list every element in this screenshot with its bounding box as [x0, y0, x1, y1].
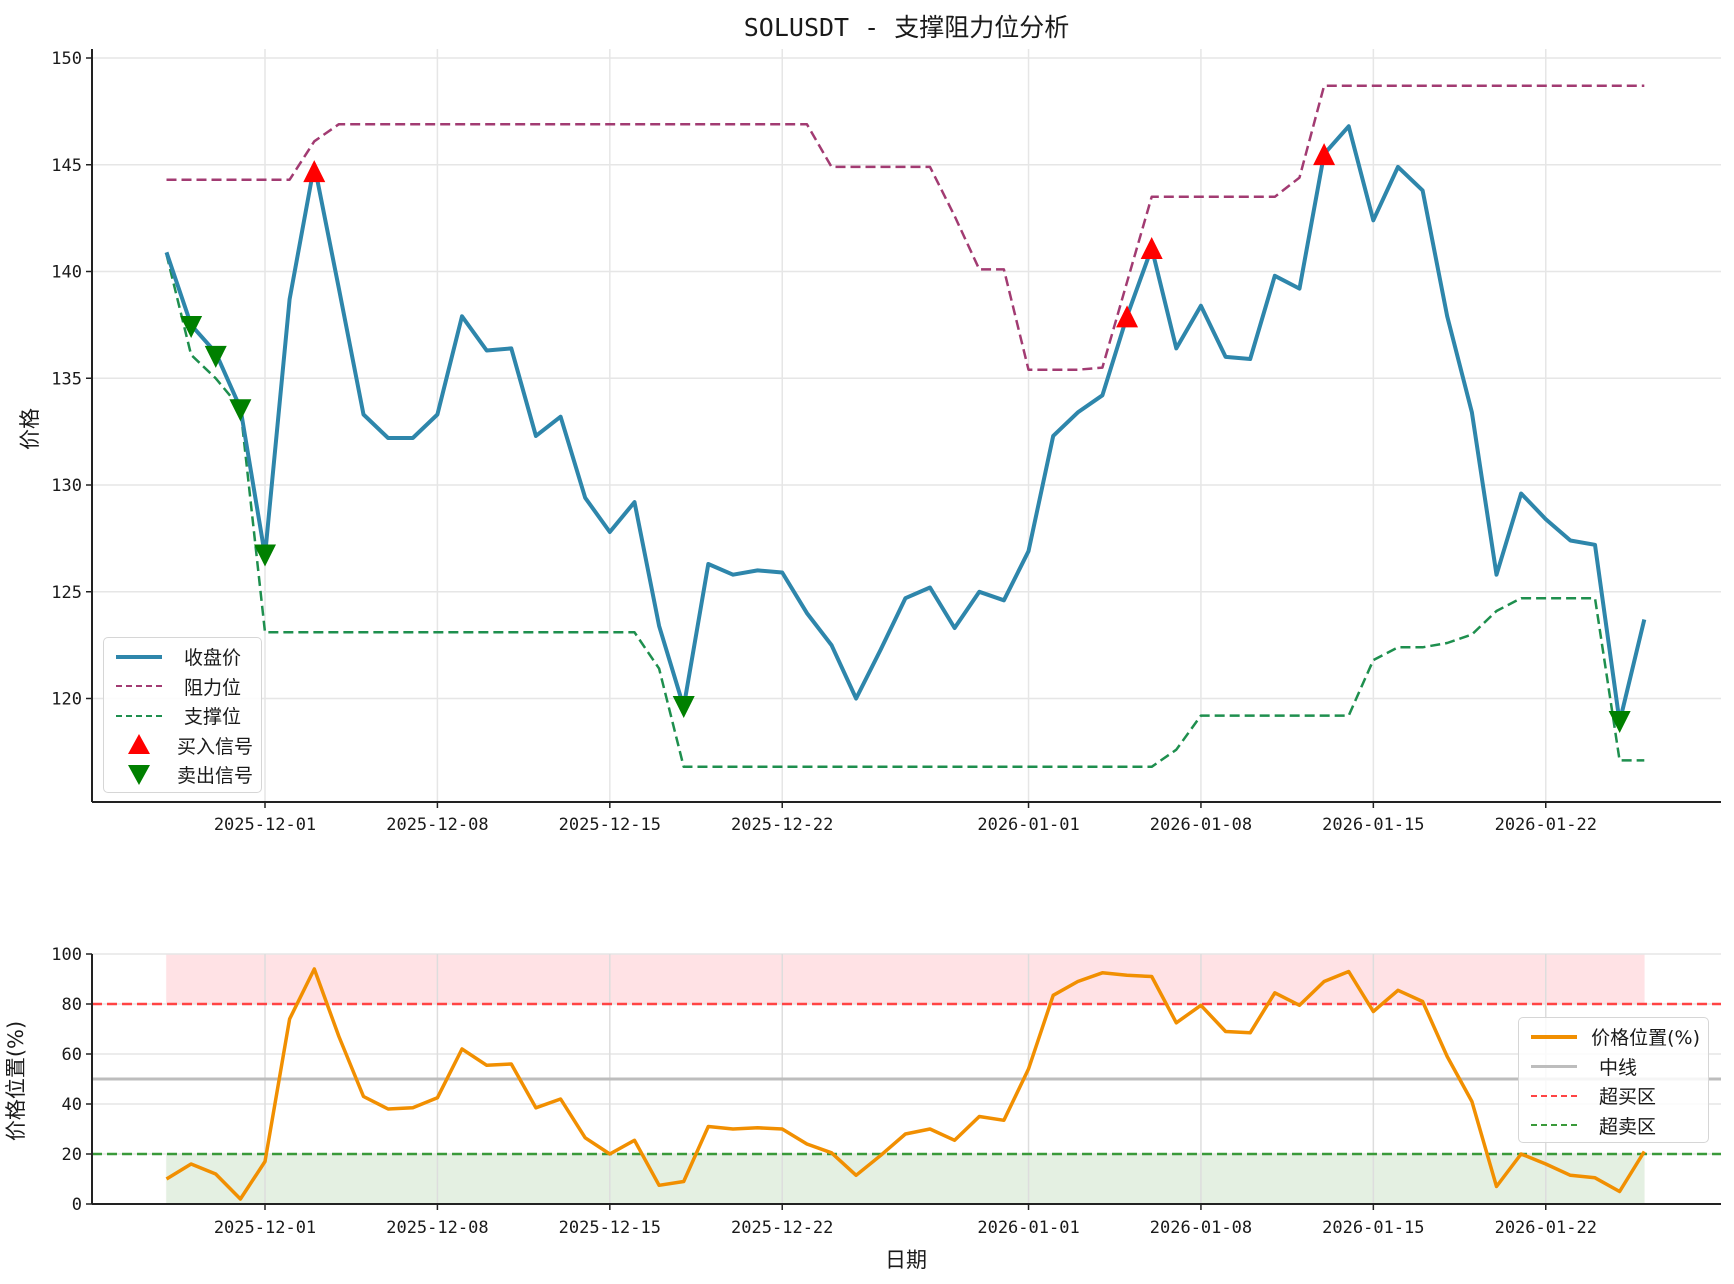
price-y-axis-label: 价格 [18, 408, 42, 450]
x-tick-label: 2026-01-22 [1495, 1218, 1597, 1238]
y-tick-label: 40 [62, 1095, 82, 1115]
x-tick-label: 2026-01-15 [1322, 1218, 1424, 1238]
legend-label: 阻力位 [184, 676, 242, 699]
legend-item-overbought: 超买区 [1527, 1081, 1700, 1111]
support-line [165, 254, 1645, 769]
x-tick-label: 2026-01-01 [977, 815, 1079, 835]
legend-label: 收盘价 [184, 647, 242, 670]
chart-title: SOLUSDT - 支撑阻力位分析 [743, 13, 1070, 42]
buy-signal-marker [1140, 237, 1163, 260]
y-tick-label: 80 [62, 995, 82, 1015]
x-tick-label: 2025-12-01 [214, 815, 316, 835]
sell-signal-marker [254, 544, 276, 567]
sell-signal-marker [1608, 710, 1631, 733]
triangle-down-icon [116, 764, 155, 785]
resistance-line [166, 84, 1645, 371]
legend-item-sell-signal: 卖出信号 [112, 760, 253, 790]
y-tick-label: 120 [51, 690, 82, 710]
x-tick-label: 2025-12-22 [731, 1218, 833, 1238]
price-position-line [165, 967, 1646, 1201]
legend-label: 超买区 [1599, 1086, 1657, 1109]
x-tick-label: 2025-12-08 [386, 1218, 488, 1238]
y-tick-label: 150 [51, 49, 82, 69]
dashed-line-swatch-icon [116, 679, 162, 693]
legend-item-support: 支撑位 [112, 701, 253, 731]
buy-signal-marker [1116, 305, 1139, 328]
x-tick-label: 2026-01-08 [1150, 815, 1252, 835]
x-tick-label: 2026-01-22 [1495, 815, 1597, 835]
close-price-line [164, 124, 1647, 724]
legend-label: 中线 [1599, 1056, 1638, 1079]
buy-signal-marker [303, 160, 326, 183]
x-tick-label: 2026-01-01 [977, 1218, 1079, 1238]
legend-label: 超卖区 [1599, 1115, 1657, 1138]
oversold-zone [165, 1153, 1645, 1205]
x-tick-label: 2026-01-08 [1150, 1218, 1252, 1238]
legend-label: 买入信号 [176, 735, 253, 758]
solid-line-swatch-icon [1531, 1059, 1577, 1073]
position-chart-legend: 价格位置(%) 中线 超买区 超卖区 [1518, 1017, 1709, 1143]
sell-signal-marker [672, 696, 695, 719]
legend-item-close: 收盘价 [112, 642, 253, 672]
y-tick-label: 20 [62, 1145, 82, 1165]
sell-signal-marker [229, 399, 252, 422]
buy-signal-marker [1313, 143, 1336, 166]
legend-item-midline: 中线 [1527, 1052, 1700, 1082]
position-y-axis-label: 价格位置(%) [4, 1020, 29, 1142]
legend-label: 价格位置(%) [1591, 1027, 1700, 1050]
dashed-line-swatch-icon [116, 709, 162, 723]
legend-item-buy-signal: 买入信号 [112, 731, 253, 761]
sell-signal-marker [180, 316, 203, 339]
sell-signal-marker [204, 345, 227, 368]
dashed-line-swatch-icon [1531, 1089, 1577, 1103]
x-tick-label: 2026-01-15 [1322, 815, 1424, 835]
y-tick-label: 130 [51, 476, 82, 496]
x-tick-label: 2025-12-01 [214, 1218, 316, 1238]
x-tick-label: 2025-12-15 [559, 1218, 661, 1238]
price-chart-legend: 收盘价 阻力位 支撑位 买入信号 卖出信号 [103, 637, 262, 793]
solid-line-swatch-icon [1531, 1030, 1577, 1044]
legend-item-position: 价格位置(%) [1527, 1022, 1700, 1052]
overbought-zone [165, 953, 1645, 1005]
y-tick-label: 125 [51, 583, 82, 603]
dashed-line-swatch-icon [1531, 1118, 1577, 1132]
y-tick-label: 140 [51, 263, 82, 283]
y-tick-label: 145 [51, 156, 82, 176]
legend-label: 卖出信号 [176, 765, 253, 788]
y-tick-label: 60 [62, 1045, 82, 1065]
y-tick-label: 100 [51, 945, 82, 965]
legend-item-resistance: 阻力位 [112, 672, 253, 702]
y-tick-label: 0 [72, 1195, 82, 1215]
solid-line-swatch-icon [116, 650, 162, 664]
y-tick-label: 135 [51, 369, 82, 389]
x-tick-label: 2025-12-08 [386, 815, 488, 835]
triangle-up-icon [116, 734, 155, 755]
legend-item-oversold: 超卖区 [1527, 1111, 1700, 1141]
legend-label: 支撑位 [184, 706, 242, 729]
x-axis-label: 日期 [885, 1248, 927, 1272]
x-tick-label: 2025-12-15 [559, 815, 661, 835]
x-tick-label: 2025-12-22 [731, 815, 833, 835]
